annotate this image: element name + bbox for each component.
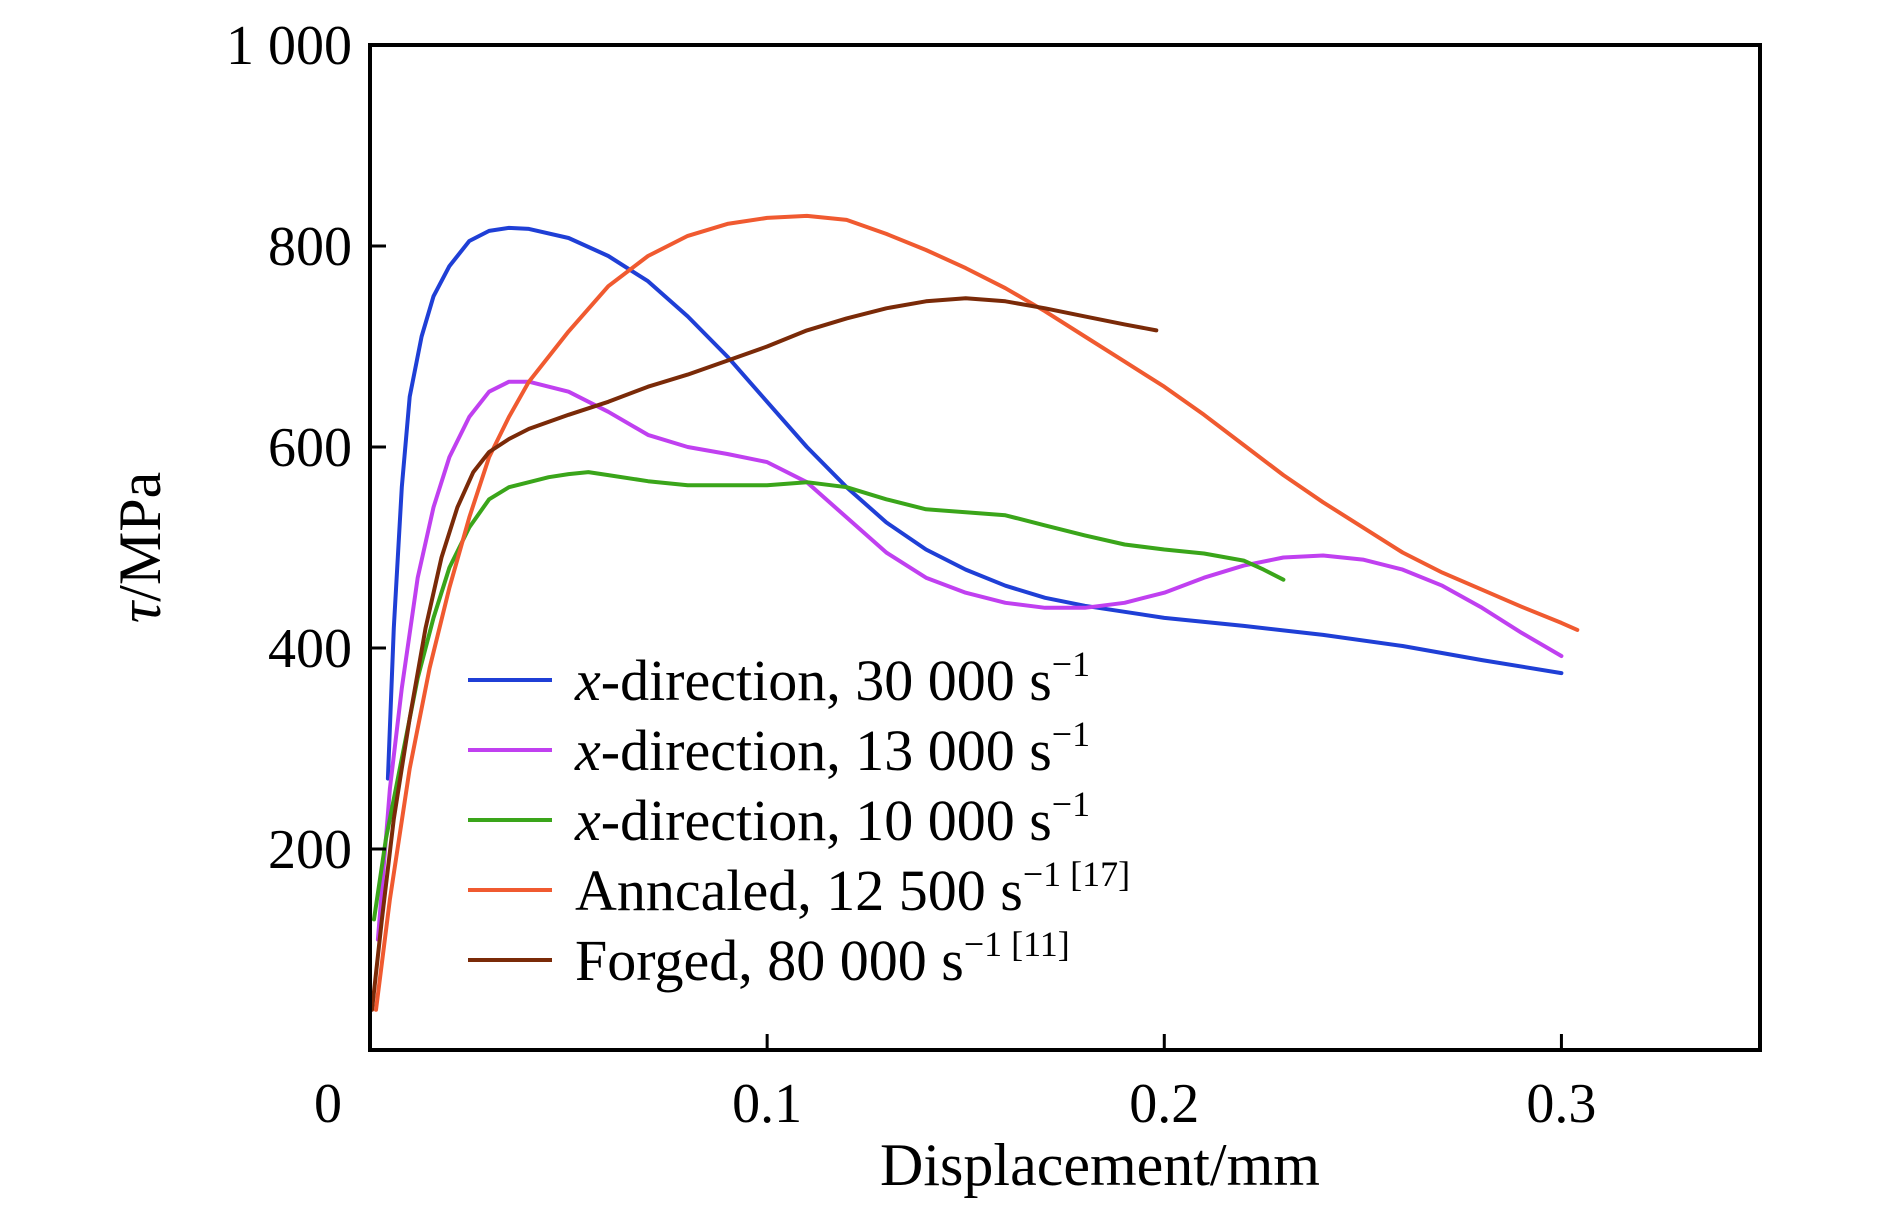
y-tick-label: 200 [268,819,352,881]
y-axis-symbol: τ [107,599,173,623]
series-line-3 [372,470,1286,922]
y-axis-unit: /MPa [107,472,173,602]
x-tick-label: 0 [314,1073,342,1135]
ticks-layer: 0 0.1 0.2 0.3 200 400 600 800 1 000 [226,15,1596,1135]
series-line-1 [385,225,1564,781]
x-axis-title: Displacement/mm [880,1132,1320,1198]
y-axis-title: τ/MPa [107,472,173,624]
y-tick-label: 400 [268,618,352,680]
series-line-5 [370,296,1159,1012]
plot-frame [368,43,1762,1052]
x-tick-label: 0.2 [1129,1073,1199,1135]
legend-label-4: Anncaled, 12 500 s−1 [17] [575,854,1130,923]
y-tick-label: 600 [268,417,352,479]
series-layer [370,213,1580,1012]
legend-label-5: Forged, 80 000 s−1 [11] [575,924,1070,993]
legend-label-2: x-direction, 13 000 s−1 [574,714,1090,783]
legend-label-3: x-direction, 10 000 s−1 [574,784,1090,853]
legend: x-direction, 30 000 s−1x-direction, 13 0… [468,644,1130,993]
x-tick-label: 0.3 [1526,1073,1596,1135]
x-tick-label: 0.1 [732,1073,802,1135]
series-line-2 [375,379,1564,942]
legend-label-1: x-direction, 30 000 s−1 [574,644,1090,713]
y-tick-label: 800 [268,216,352,278]
y-tick-label: 1 000 [226,15,352,77]
series-line-4 [374,213,1580,1012]
